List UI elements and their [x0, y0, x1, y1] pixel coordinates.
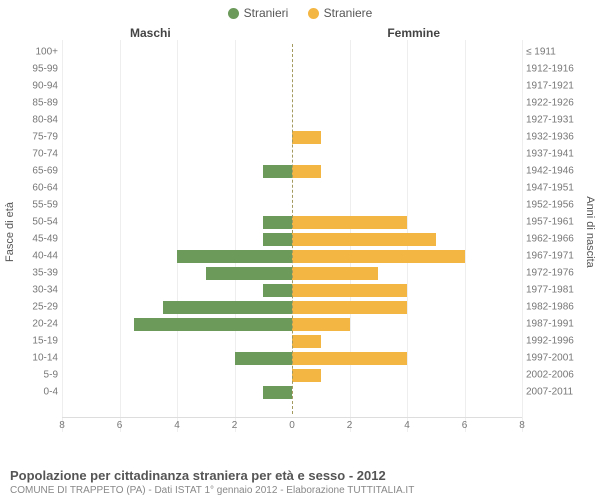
age-label: 80-84	[24, 115, 58, 126]
gridline	[522, 40, 523, 432]
birth-year-label: 1942-1946	[526, 166, 584, 177]
center-divider	[292, 44, 293, 414]
age-label: 75-79	[24, 132, 58, 143]
footer: Popolazione per cittadinanza straniera p…	[10, 468, 590, 496]
birth-year-label: 1937-1941	[526, 149, 584, 160]
birth-year-label: 1982-1986	[526, 302, 584, 313]
age-label: 5-9	[24, 370, 58, 381]
birth-year-label: 1992-1996	[526, 336, 584, 347]
age-label: 65-69	[24, 166, 58, 177]
bar-female	[292, 318, 350, 331]
birth-year-label: 1952-1956	[526, 200, 584, 211]
bar-female	[292, 233, 436, 246]
birth-year-label: 1972-1976	[526, 268, 584, 279]
bar-female	[292, 335, 321, 348]
age-label: 70-74	[24, 149, 58, 160]
bar-female	[292, 131, 321, 144]
bar-female	[292, 216, 407, 229]
age-label: 85-89	[24, 98, 58, 109]
birth-year-label: 1967-1971	[526, 251, 584, 262]
x-tick: 6	[117, 420, 123, 431]
bar-male	[163, 301, 292, 314]
age-label: 10-14	[24, 353, 58, 364]
yaxis-right-title: Anni di nascita	[584, 196, 596, 268]
birth-year-label: 1977-1981	[526, 285, 584, 296]
age-label: 45-49	[24, 234, 58, 245]
age-label: 30-34	[24, 285, 58, 296]
birth-year-label: 1922-1926	[526, 98, 584, 109]
age-label: 0-4	[24, 387, 58, 398]
legend-male-swatch	[228, 8, 239, 19]
bar-male	[263, 165, 292, 178]
birth-year-label: 1947-1951	[526, 183, 584, 194]
legend-male: Stranieri	[228, 6, 289, 20]
yaxis-left-title: Fasce di età	[4, 202, 16, 262]
bar-female	[292, 250, 465, 263]
legend-female-label: Straniere	[324, 6, 373, 20]
age-label: 40-44	[24, 251, 58, 262]
birth-year-label: 1917-1921	[526, 81, 584, 92]
x-tick: 4	[174, 420, 180, 431]
age-label: 90-94	[24, 81, 58, 92]
bar-female	[292, 284, 407, 297]
bar-female	[292, 165, 321, 178]
x-tick: 6	[462, 420, 468, 431]
age-label: 100+	[24, 47, 58, 58]
chart-subtitle: COMUNE DI TRAPPETO (PA) - Dati ISTAT 1° …	[10, 485, 590, 496]
birth-year-label: 2007-2011	[526, 387, 584, 398]
bar-male	[235, 352, 293, 365]
age-label: 15-19	[24, 336, 58, 347]
bar-female	[292, 301, 407, 314]
x-tick: 0	[289, 420, 295, 431]
bar-female	[292, 267, 378, 280]
x-tick: 8	[59, 420, 65, 431]
x-tick: 2	[232, 420, 238, 431]
birth-year-label: 2002-2006	[526, 370, 584, 381]
header-female: Femmine	[387, 26, 440, 40]
header-male: Maschi	[130, 26, 171, 40]
birth-year-label: 1957-1961	[526, 217, 584, 228]
birth-year-label: ≤ 1911	[526, 47, 584, 58]
plot-area: 100+≤ 191195-991912-191690-941917-192185…	[62, 44, 522, 414]
legend-male-label: Stranieri	[244, 6, 289, 20]
legend: Stranieri Straniere	[0, 0, 600, 22]
legend-female: Straniere	[308, 6, 373, 20]
age-label: 20-24	[24, 319, 58, 330]
bar-male	[134, 318, 292, 331]
x-axis: 8 6 4 2 0 2 4 6 8	[62, 417, 522, 432]
bar-male	[263, 216, 292, 229]
birth-year-label: 1927-1931	[526, 115, 584, 126]
bar-male	[263, 233, 292, 246]
bar-male	[263, 386, 292, 399]
age-label: 35-39	[24, 268, 58, 279]
age-label: 25-29	[24, 302, 58, 313]
age-label: 50-54	[24, 217, 58, 228]
bar-female	[292, 352, 407, 365]
birth-year-label: 1997-2001	[526, 353, 584, 364]
birth-year-label: 1932-1936	[526, 132, 584, 143]
birth-year-label: 1987-1991	[526, 319, 584, 330]
chart-title: Popolazione per cittadinanza straniera p…	[10, 468, 590, 483]
bar-male	[177, 250, 292, 263]
age-label: 95-99	[24, 64, 58, 75]
x-tick: 8	[519, 420, 525, 431]
age-label: 55-59	[24, 200, 58, 211]
legend-female-swatch	[308, 8, 319, 19]
birth-year-label: 1962-1966	[526, 234, 584, 245]
birth-year-label: 1912-1916	[526, 64, 584, 75]
bar-male	[206, 267, 292, 280]
x-tick: 4	[404, 420, 410, 431]
x-tick: 2	[347, 420, 353, 431]
chart: Maschi Femmine Fasce di età Anni di nasc…	[0, 22, 600, 442]
age-label: 60-64	[24, 183, 58, 194]
bar-female	[292, 369, 321, 382]
bar-male	[263, 284, 292, 297]
